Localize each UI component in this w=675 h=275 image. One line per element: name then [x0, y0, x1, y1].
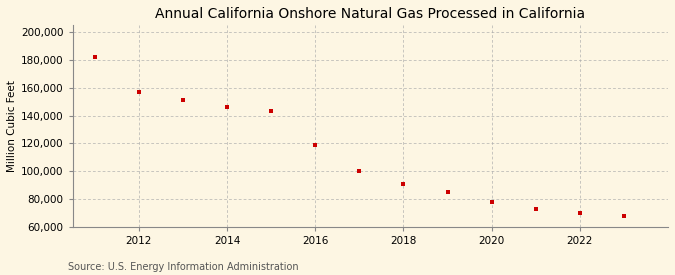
Y-axis label: Million Cubic Feet: Million Cubic Feet: [7, 80, 17, 172]
Title: Annual California Onshore Natural Gas Processed in California: Annual California Onshore Natural Gas Pr…: [155, 7, 585, 21]
Text: Source: U.S. Energy Information Administration: Source: U.S. Energy Information Administ…: [68, 262, 298, 272]
